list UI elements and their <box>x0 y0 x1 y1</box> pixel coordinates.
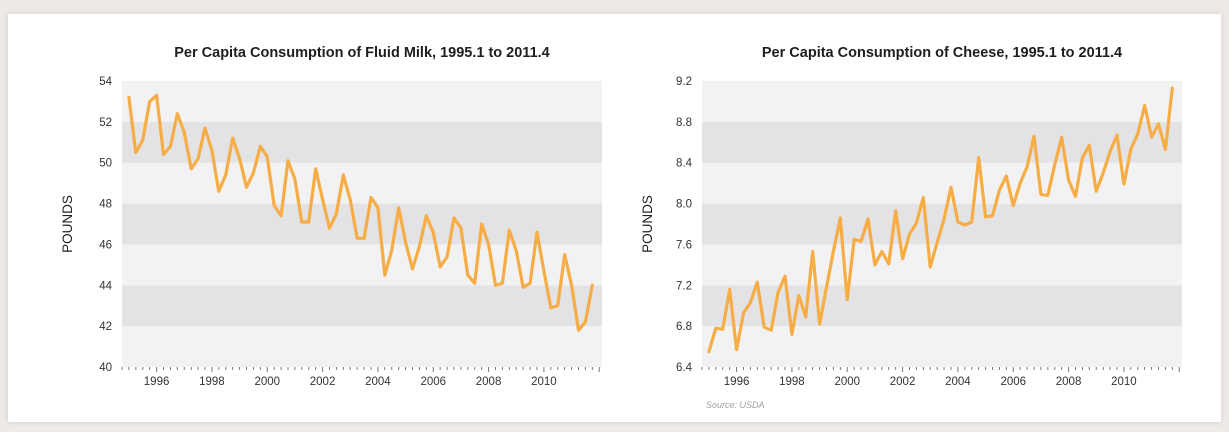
y-tick-label: 48 <box>99 199 112 211</box>
y-tick-label: 40 <box>99 362 112 374</box>
fluid-milk-y-axis-label: POUNDS <box>60 195 75 253</box>
grid-band <box>702 326 1182 367</box>
x-tick-label: 2010 <box>1111 376 1137 388</box>
fluid-milk-chart-title: Per Capita Consumption of Fluid Milk, 19… <box>174 45 549 61</box>
y-tick-label: 6.8 <box>676 321 692 333</box>
grid-band <box>122 162 602 204</box>
x-tick-label: 2006 <box>1000 376 1026 388</box>
y-tick-label: 42 <box>99 321 112 333</box>
grid-band <box>702 81 1182 122</box>
source-note: Source: USDA <box>706 400 765 410</box>
grid-band <box>702 285 1182 327</box>
cheese-chart: 6.4 6.8 7.2 7.6 8.0 8.4 8.8 9.2 1996 1998 2000 200… <box>640 38 1200 388</box>
y-tick-label: 7.6 <box>676 239 692 251</box>
y-tick-label: 7.2 <box>676 280 692 292</box>
x-tick-label: 1998 <box>199 376 225 388</box>
y-tick-label: 6.4 <box>676 362 693 374</box>
grid-band <box>702 121 1182 163</box>
grid-band <box>122 285 602 327</box>
y-tick-label: 8.0 <box>676 199 692 211</box>
x-tick-label: 2002 <box>310 376 336 388</box>
grid-band <box>702 244 1182 286</box>
x-tick-label: 1998 <box>779 376 805 388</box>
cheese-chart-title: Per Capita Consumption of Cheese, 1995.1… <box>762 45 1122 61</box>
x-tick-label: 2008 <box>1056 376 1082 388</box>
y-tick-label: 8.4 <box>676 158 693 170</box>
fluid-milk-chart: 40 42 44 46 48 50 52 54 1996 1998 2000 2002 2004 200… <box>60 38 620 388</box>
y-tick-label: 54 <box>99 76 112 88</box>
x-tick-label: 2004 <box>945 376 971 388</box>
cheese-line <box>707 86 1174 354</box>
grid-band <box>122 121 602 163</box>
x-tick-label: 1996 <box>724 376 750 388</box>
x-tick-label: 2006 <box>420 376 446 388</box>
y-tick-label: 44 <box>99 280 112 292</box>
cheese-chart-svg: 6.4 6.8 7.2 7.6 8.0 8.4 8.8 9.2 1996 1998 2000 200… <box>640 45 1182 388</box>
x-tick-label: 2000 <box>834 376 860 388</box>
x-tick-label: 2010 <box>531 376 557 388</box>
x-tick-label: 2008 <box>476 376 502 388</box>
y-tick-label: 8.8 <box>676 117 692 129</box>
x-tick-label: 1996 <box>144 376 170 388</box>
fluid-milk-chart-svg: 40 42 44 46 48 50 52 54 1996 1998 2000 2002 2004 200… <box>60 45 602 388</box>
y-tick-label: 9.2 <box>676 76 692 88</box>
fluid-milk-line <box>127 93 594 332</box>
x-tick-label: 2000 <box>254 376 280 388</box>
x-tick-label: 2002 <box>890 376 916 388</box>
cheese-y-axis-label: POUNDS <box>640 195 655 253</box>
y-tick-label: 52 <box>99 117 112 129</box>
grid-band <box>122 81 602 122</box>
y-tick-label: 46 <box>99 239 112 251</box>
x-tick-label: 2004 <box>365 376 391 388</box>
grid-band <box>702 162 1182 204</box>
grid-band <box>122 326 602 367</box>
y-tick-label: 50 <box>99 158 112 170</box>
